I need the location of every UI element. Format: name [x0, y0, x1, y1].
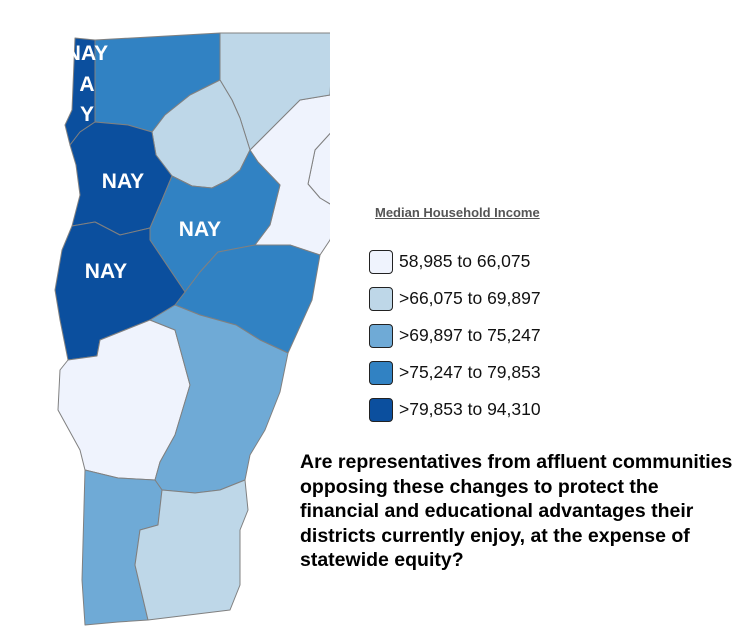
legend-item: >66,075 to 69,897	[369, 285, 541, 312]
legend-swatch	[369, 323, 393, 348]
legend-swatch	[369, 397, 393, 422]
legend-label: >69,897 to 75,247	[399, 325, 541, 345]
legend-label: 58,985 to 66,075	[399, 251, 531, 271]
nay-label-addison: NAY	[85, 260, 127, 283]
legend-item: 58,985 to 66,075	[369, 248, 541, 275]
legend-label: >79,853 to 94,310	[399, 399, 541, 419]
legend-item: >69,897 to 75,247	[369, 322, 541, 349]
question-text: Are representatives from affluent commun…	[300, 451, 733, 571]
vermont-county-map: NAY A Y NAY NAY NAY	[54, 32, 330, 626]
county-essex	[307, 86, 330, 205]
nay-label-grand-isle-2: A	[79, 73, 94, 96]
legend-item: >79,853 to 94,310	[369, 396, 541, 423]
nay-label-washington: NAY	[179, 218, 221, 241]
county-windham	[134, 479, 249, 621]
legend-swatch	[369, 286, 393, 311]
nay-label-chittenden: NAY	[102, 170, 144, 193]
legend-label: >66,075 to 69,897	[399, 288, 541, 308]
legend-title: Median Household Income	[375, 205, 540, 220]
nay-label-grand-isle-3: Y	[80, 103, 94, 126]
legend-label: >75,247 to 79,853	[399, 362, 541, 382]
nay-label-grand-isle: NAY	[66, 42, 108, 65]
legend-item: >75,247 to 79,853	[369, 359, 541, 386]
legend: 58,985 to 66,075 >66,075 to 69,897 >69,8…	[369, 248, 541, 433]
legend-swatch	[369, 249, 393, 274]
legend-swatch	[369, 360, 393, 385]
